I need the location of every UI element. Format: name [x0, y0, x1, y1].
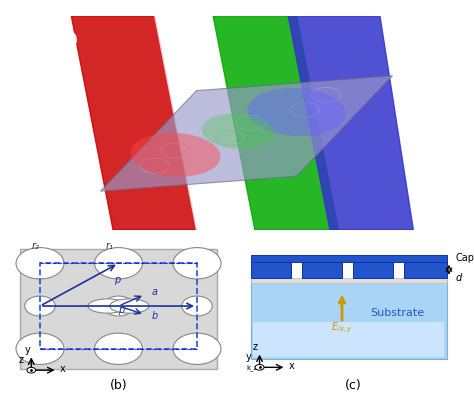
Text: y: y	[246, 352, 252, 362]
Text: a: a	[151, 287, 157, 297]
Text: Substrate: Substrate	[371, 308, 425, 318]
Ellipse shape	[131, 133, 220, 177]
Circle shape	[27, 367, 36, 373]
Circle shape	[182, 296, 212, 316]
Polygon shape	[71, 16, 196, 230]
Text: y: y	[25, 345, 30, 355]
Text: x: x	[289, 362, 294, 371]
Circle shape	[16, 248, 64, 279]
Circle shape	[94, 248, 143, 279]
Text: $E_{ix,y}$: $E_{ix,y}$	[331, 321, 353, 335]
Bar	[253, 322, 445, 357]
Text: (c): (c)	[345, 379, 362, 392]
Text: b: b	[151, 311, 157, 321]
Text: (a): (a)	[55, 33, 79, 48]
Bar	[404, 262, 447, 278]
Bar	[251, 255, 447, 262]
Circle shape	[25, 296, 55, 316]
Text: (b): (b)	[109, 379, 128, 392]
Text: Cap: Cap	[456, 253, 474, 263]
Circle shape	[255, 364, 264, 370]
Circle shape	[94, 333, 143, 364]
Text: p: p	[114, 275, 120, 285]
Polygon shape	[288, 16, 413, 230]
Text: k_z: k_z	[246, 364, 257, 371]
Text: r₁: r₁	[105, 241, 113, 251]
Text: d: d	[456, 272, 462, 282]
Text: z: z	[18, 355, 23, 365]
Bar	[40, 263, 197, 349]
Circle shape	[173, 333, 221, 364]
Circle shape	[16, 333, 64, 364]
Polygon shape	[213, 16, 338, 230]
Polygon shape	[155, 16, 280, 230]
Circle shape	[103, 296, 134, 316]
Bar	[251, 278, 447, 283]
Bar	[20, 249, 217, 369]
Text: p: p	[118, 305, 125, 315]
Bar	[251, 262, 291, 278]
Bar	[302, 262, 342, 278]
Ellipse shape	[201, 114, 274, 149]
Bar	[353, 262, 393, 278]
Ellipse shape	[110, 299, 149, 313]
Bar	[251, 280, 447, 359]
Circle shape	[173, 248, 221, 279]
Text: r₂: r₂	[31, 241, 39, 251]
Text: z: z	[253, 342, 258, 352]
Text: x: x	[60, 364, 65, 374]
Polygon shape	[100, 76, 392, 191]
Ellipse shape	[247, 88, 346, 136]
Ellipse shape	[88, 299, 127, 313]
